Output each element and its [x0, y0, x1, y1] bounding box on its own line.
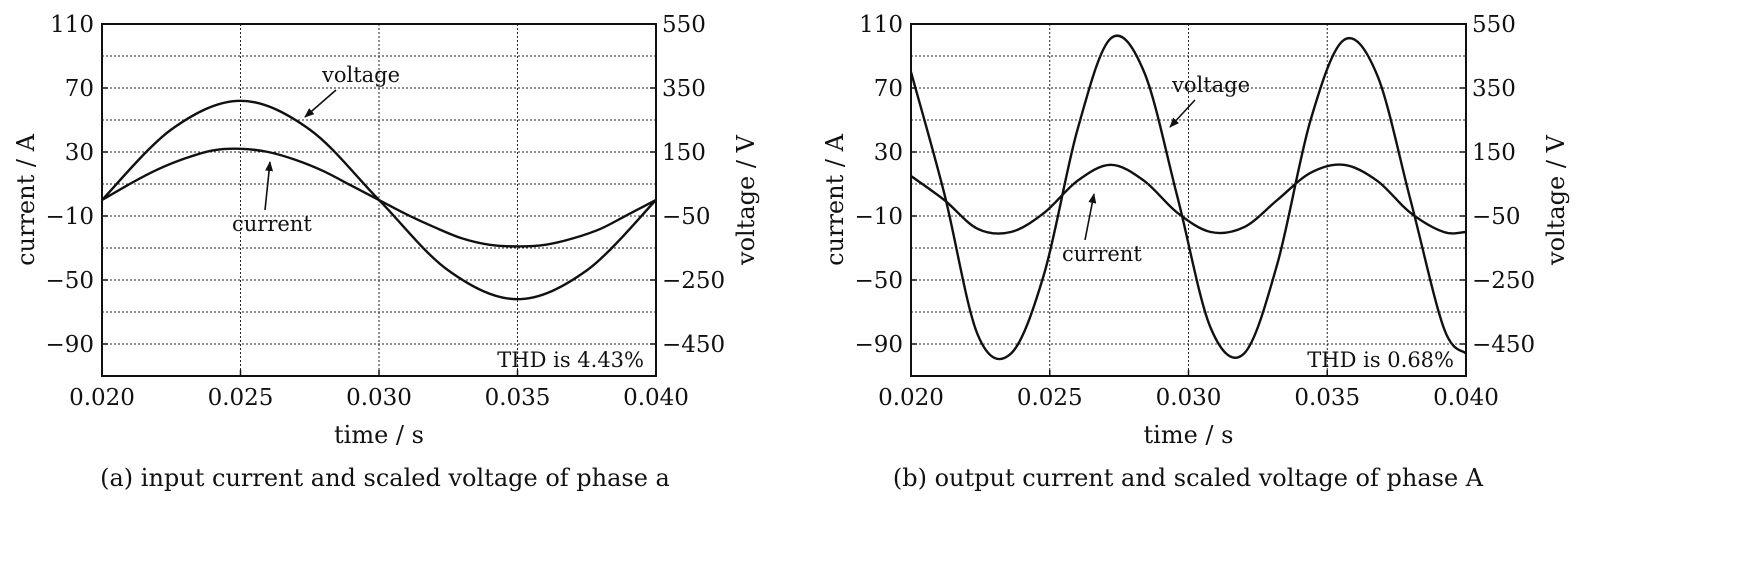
panel-a: 0.020 0.025 0.030 0.035 0.040 110 70 30 −10 −50 −9…	[12, 12, 760, 492]
y-tick-label-right: 550	[1472, 12, 1516, 38]
x-tick-label: 0.020	[69, 385, 135, 411]
series-voltage-line	[909, 34, 1467, 361]
y-tick-label-right: −450	[1472, 332, 1535, 358]
y-tick-label-left: −90	[45, 332, 94, 358]
y-axis-label-right: voltage / V	[1542, 134, 1570, 266]
y-tick-label-left: −90	[854, 332, 903, 358]
panel-b: 0.020 0.025 0.030 0.035 0.040 110 70 30 −10 −50 −9…	[821, 12, 1570, 492]
y-tick-label-left: 30	[874, 140, 903, 166]
x-tick-label: 0.020	[878, 385, 944, 411]
x-tick-label: 0.035	[1294, 385, 1360, 411]
y-tick-label-right: 350	[1472, 76, 1516, 102]
y-tick-label-left: 30	[65, 140, 94, 166]
current-annotation: current	[232, 212, 312, 236]
series-current-line	[910, 163, 1467, 235]
y-axis-label-left: current / A	[821, 133, 849, 265]
current-arrow	[1084, 193, 1097, 241]
panel-caption: (a) input current and scaled voltage of …	[100, 464, 670, 492]
voltage-annotation: voltage	[321, 63, 400, 87]
thd-annotation: THD is 0.68%	[1307, 348, 1454, 372]
y-tick-label-left: −50	[45, 268, 94, 294]
y-tick-label-right: 150	[662, 140, 706, 166]
x-tick-label: 0.025	[1017, 385, 1083, 411]
y-tick-label-left: −10	[854, 204, 903, 230]
x-tick-label: 0.040	[623, 385, 689, 411]
y-tick-label-right: −50	[1472, 204, 1521, 230]
x-axis-label: time / s	[334, 421, 424, 449]
series-current-line	[101, 147, 657, 248]
y-tick-label-left: −10	[45, 204, 94, 230]
x-tick-label: 0.030	[1156, 385, 1222, 411]
y-tick-label-right: 350	[662, 76, 706, 102]
voltage-annotation: voltage	[1171, 73, 1250, 97]
x-tick-label: 0.030	[346, 385, 412, 411]
gridlines	[102, 24, 656, 376]
y-tick-label-right: −450	[662, 332, 725, 358]
y-tick-label-left: 110	[859, 12, 903, 38]
y-tick-label-left: −50	[854, 268, 903, 294]
y-tick-label-right: 550	[662, 12, 706, 38]
y-tick-label-left: 110	[50, 12, 94, 38]
voltage-arrow	[304, 89, 337, 118]
current-arrow	[264, 161, 274, 211]
x-tick-label: 0.025	[208, 385, 274, 411]
y-axis-label-left: current / A	[12, 133, 40, 265]
x-tick-label: 0.035	[485, 385, 551, 411]
y-axis-label-right: voltage / V	[732, 134, 760, 266]
voltage-arrow	[1169, 99, 1196, 128]
y-tick-label-right: −250	[1472, 268, 1535, 294]
x-axis-label: time / s	[1144, 421, 1234, 449]
current-annotation: current	[1062, 242, 1142, 266]
y-tick-label-left: 70	[874, 76, 903, 102]
y-tick-label-right: −250	[662, 268, 725, 294]
y-tick-label-right: −50	[662, 204, 711, 230]
panel-caption: (b) output current and scaled voltage of…	[893, 464, 1484, 492]
x-tick-label: 0.040	[1433, 385, 1499, 411]
thd-annotation: THD is 4.43%	[497, 348, 644, 372]
y-tick-label-right: 150	[1472, 140, 1516, 166]
y-tick-label-left: 70	[65, 76, 94, 102]
